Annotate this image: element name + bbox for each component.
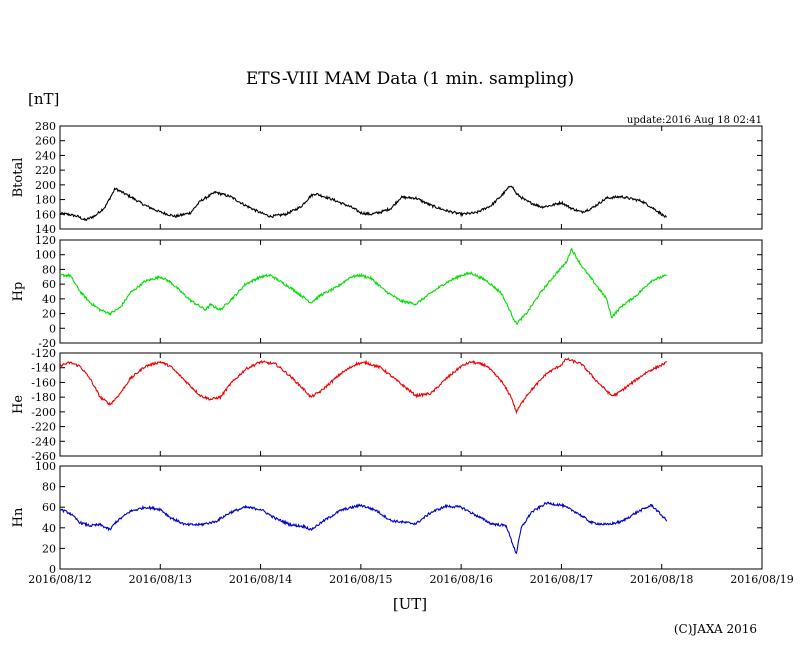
x-tick-label: 2016/08/19 [730,573,793,586]
y-tick-label: -200 [31,406,56,419]
panel-he: -260 -240-220 -200 -180 -160-140 -120 He [11,347,763,463]
panel-label-he: He [11,395,26,414]
x-axis-ticks: 2016/08/12 2016/08/13 2016/08/14 2016/08/15… [28,573,793,586]
y-tick-label: 0 [49,563,56,576]
y-tick-label: 100 [35,460,56,473]
x-tick-label: 2016/08/15 [329,573,392,586]
y-tick-label: -180 [31,391,56,404]
y-tick-label: 140 [35,223,56,236]
panel-label-btotal: Btotal [11,158,26,198]
y-tick-label: 40 [42,293,56,306]
y-tick-label: 240 [35,149,56,162]
x-tick-label: 2016/08/18 [630,573,693,586]
panels: 140160180200220240260280Btotal-200204060… [11,120,763,576]
y-tick-label: 280 [35,120,56,133]
y-tick-label: 0 [49,322,56,335]
x-axis-label: [UT] [393,595,427,613]
x-tick-label: 2016/08/14 [229,573,292,586]
y-tick-label: 80 [42,481,56,494]
y-tick-label: -120 [31,347,56,360]
series-line-btotal [59,185,667,222]
y-tick-label: 60 [42,501,56,514]
y-tick-label: 120 [35,234,56,247]
series-line-hn [59,501,668,555]
panel-frame [59,465,763,570]
chart-title: ETS-VIII MAM Data (1 min. sampling) [246,69,574,89]
x-tick-label: 2016/08/16 [429,573,492,586]
copyright: (C)JAXA 2016 [674,622,757,636]
y-tick-label: 160 [35,208,56,221]
panel-label-hn: Hn [11,507,26,527]
series-line-he [59,357,668,415]
panel-frame [59,352,763,457]
y-tick-label: 60 [42,278,56,291]
y-tick-label: -140 [31,362,56,375]
x-tick-label: 2016/08/17 [530,573,593,586]
y-tick-label: 220 [35,164,56,177]
y-tick-label: -240 [31,435,56,448]
series-line-hp [59,247,668,326]
y-tick-label: 20 [42,308,56,321]
y-tick-label: -20 [38,337,56,350]
x-tick-label: 2016/08/13 [129,573,192,586]
y-tick-label: 100 [35,249,56,262]
y-tick-label: 200 [35,179,56,192]
update-timestamp: update:2016 Aug 18 02:41 [627,115,762,126]
panel-label-hp: Hp [11,282,26,302]
y-tick-label: 40 [42,522,56,535]
unit-label: [nT] [28,90,59,108]
y-tick-label: 20 [42,542,56,555]
panel-frame [59,125,763,230]
x-tick-label: 2016/08/12 [28,573,91,586]
y-tick-label: 260 [35,135,56,148]
panel-hn: 0 20 40 60 80 100 Hn [11,460,763,576]
y-tick-label: -220 [31,421,56,434]
y-tick-label: -160 [31,376,56,389]
panel-frame [59,239,763,344]
y-tick-label: 180 [35,194,56,207]
y-tick-label: 80 [42,263,56,276]
y-tick-label: -260 [31,450,56,463]
